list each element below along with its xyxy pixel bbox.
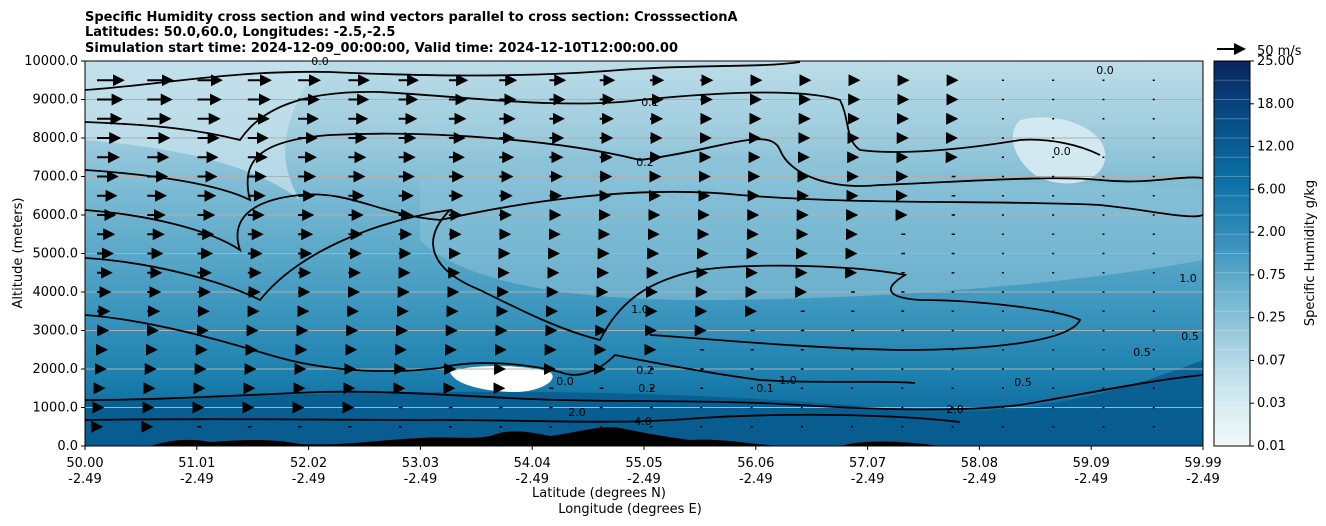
x-axis-label-lat: Latitude (degrees N)	[532, 486, 666, 501]
contour-label: 0.2	[636, 156, 654, 169]
x-tick-lon: -2.49	[1186, 472, 1220, 487]
y-tick-label: 6000.0	[33, 208, 79, 223]
terrain	[85, 427, 1203, 446]
contour-label: 4.0	[634, 415, 652, 428]
x-tick-lon: -2.49	[851, 472, 885, 487]
quiver-key-label: 50 m/s	[1257, 44, 1302, 59]
contour-labels: 0.0 0.1 0.2 0.0 1.0 0.2 0.2 2.0 4.0 0.1 1.0 2.0 0.5 0…	[311, 55, 1199, 428]
colorbar-tick-label: 0.01	[1257, 439, 1286, 454]
x-tick-lat: 50.00	[66, 456, 103, 471]
chart-title-line-2: Latitudes: 50.0,60.0, Longitudes: -2.5,-…	[85, 25, 395, 40]
colorbar-tick-label: 6.00	[1257, 182, 1286, 197]
colorbar-tick-label: 0.07	[1257, 353, 1286, 368]
contour-line	[85, 132, 1203, 202]
y-axis-label: Altitude (meters)	[11, 198, 26, 309]
y-tick-label: 1000.0	[33, 401, 79, 416]
x-tick-lat: 53.03	[402, 456, 439, 471]
contour-label: 0.0	[556, 375, 574, 388]
contour-label: 2.0	[568, 406, 586, 419]
y-tick-label: 3000.0	[33, 324, 79, 339]
plot-area	[85, 61, 1203, 446]
dry-region-upper-right	[1012, 117, 1106, 184]
contour-label: 1.0	[631, 303, 649, 316]
colorbar-ticks: 0.01 0.03 0.07 0.25 0.75 2.00 6.00 12.00 18.00 25…	[1250, 54, 1294, 454]
x-tick-lat: 59.09	[1073, 456, 1110, 471]
colorbar-tick-label: 18.00	[1257, 97, 1294, 112]
mid-level-band	[420, 151, 1203, 300]
y-tick-label: 7000.0	[33, 170, 79, 185]
chart-title-line-1: Specific Humidity cross section and wind…	[85, 10, 738, 25]
x-tick-lon: -2.49	[292, 472, 326, 487]
contour-label: 0.0	[1096, 64, 1114, 77]
colorbar-tick-label: 0.03	[1257, 396, 1286, 411]
x-tick-lon: -2.49	[963, 472, 997, 487]
x-tick-lon: -2.49	[1074, 472, 1108, 487]
contour-line	[85, 374, 1203, 411]
x-tick-lon: -2.49	[627, 472, 661, 487]
saturated-patch	[450, 366, 553, 392]
colorbar-label: Specific Humidity g/kg	[1303, 180, 1318, 326]
x-tick-lon: -2.49	[515, 472, 549, 487]
x-axis-label-lon: Longitude (degrees E)	[558, 502, 702, 517]
y-tick-label: 5000.0	[33, 247, 79, 262]
colorbar-tick-label: 12.00	[1257, 140, 1294, 155]
contour-line	[85, 91, 1101, 156]
x-tick-lat: 52.02	[290, 456, 327, 471]
contour-label: 2.0	[946, 403, 964, 416]
y-tick-label: 4000.0	[33, 285, 79, 300]
contour-label: 0.5	[1133, 346, 1151, 359]
contour-label: 0.2	[636, 364, 654, 377]
moist-lower-band	[85, 360, 1203, 446]
y-tick-label: 0.0	[57, 439, 78, 454]
contour-label: 0.1	[641, 96, 659, 109]
x-tick-lat: 57.07	[849, 456, 886, 471]
y-tick-label: 8000.0	[33, 131, 79, 146]
y-tick-label: 2000.0	[33, 362, 79, 377]
contour-label: 0.2	[638, 382, 656, 395]
y-tick-label: 9000.0	[33, 93, 79, 108]
contour-line	[85, 61, 801, 91]
x-tick-lon: -2.49	[180, 472, 214, 487]
contour-label: 1.0	[1179, 272, 1197, 285]
x-tick-lon: -2.49	[68, 472, 102, 487]
colorbar-fill	[1214, 61, 1250, 446]
colorbar-tick-label: 2.00	[1257, 225, 1286, 240]
x-tick-lat: 59.99	[1184, 456, 1221, 471]
colorbar: 0.01 0.03 0.07 0.25 0.75 2.00 6.00 12.00 18.00 25…	[1213, 54, 1318, 454]
contour-line	[85, 190, 1203, 253]
colorbar-tick-label: 0.25	[1257, 311, 1286, 326]
contour-label: 0.5	[1014, 376, 1032, 389]
x-axis: 50.00-2.4951.01-2.4952.02-2.4953.03-2.49…	[66, 446, 1222, 487]
colorbar-bands	[1214, 79, 1250, 428]
x-tick-lat: 54.04	[514, 456, 551, 471]
x-tick-lon: -2.49	[739, 472, 773, 487]
contour-label: 0.1	[756, 382, 774, 395]
contour-label: 0.5	[1181, 330, 1199, 343]
x-tick-lat: 55.05	[625, 456, 662, 471]
colorbar-tick-label: 0.75	[1257, 268, 1286, 283]
contour-line	[85, 413, 961, 423]
colorbar-frame	[1213, 60, 1251, 447]
x-tick-lat: 51.01	[178, 456, 215, 471]
chart-title-line-3: Simulation start time: 2024-12-09_00:00:…	[85, 41, 678, 56]
y-gridlines	[85, 99, 1203, 408]
y-axis: 0.0 1000.0 2000.0 3000.0 4000.0 5000.0 6000.0 7…	[24, 54, 85, 454]
x-tick-lat: 56.06	[737, 456, 774, 471]
contour-label: 0.0	[1053, 145, 1071, 158]
y-tick-label: 10000.0	[24, 54, 78, 69]
colorbar-tick-label: 25.00	[1257, 54, 1294, 69]
x-tick-lat: 58.08	[961, 456, 998, 471]
contour-label: 1.0	[779, 374, 797, 387]
x-tick-lon: -2.49	[404, 472, 438, 487]
wind-vectors	[91, 74, 1155, 433]
